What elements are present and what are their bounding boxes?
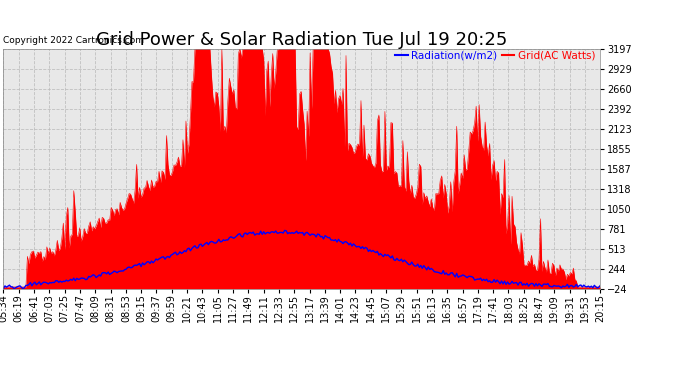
Title: Grid Power & Solar Radiation Tue Jul 19 20:25: Grid Power & Solar Radiation Tue Jul 19 … (96, 31, 508, 49)
Legend: Radiation(w/m2), Grid(AC Watts): Radiation(w/m2), Grid(AC Watts) (395, 50, 595, 60)
Text: Copyright 2022 Cartronics.com: Copyright 2022 Cartronics.com (3, 36, 144, 45)
